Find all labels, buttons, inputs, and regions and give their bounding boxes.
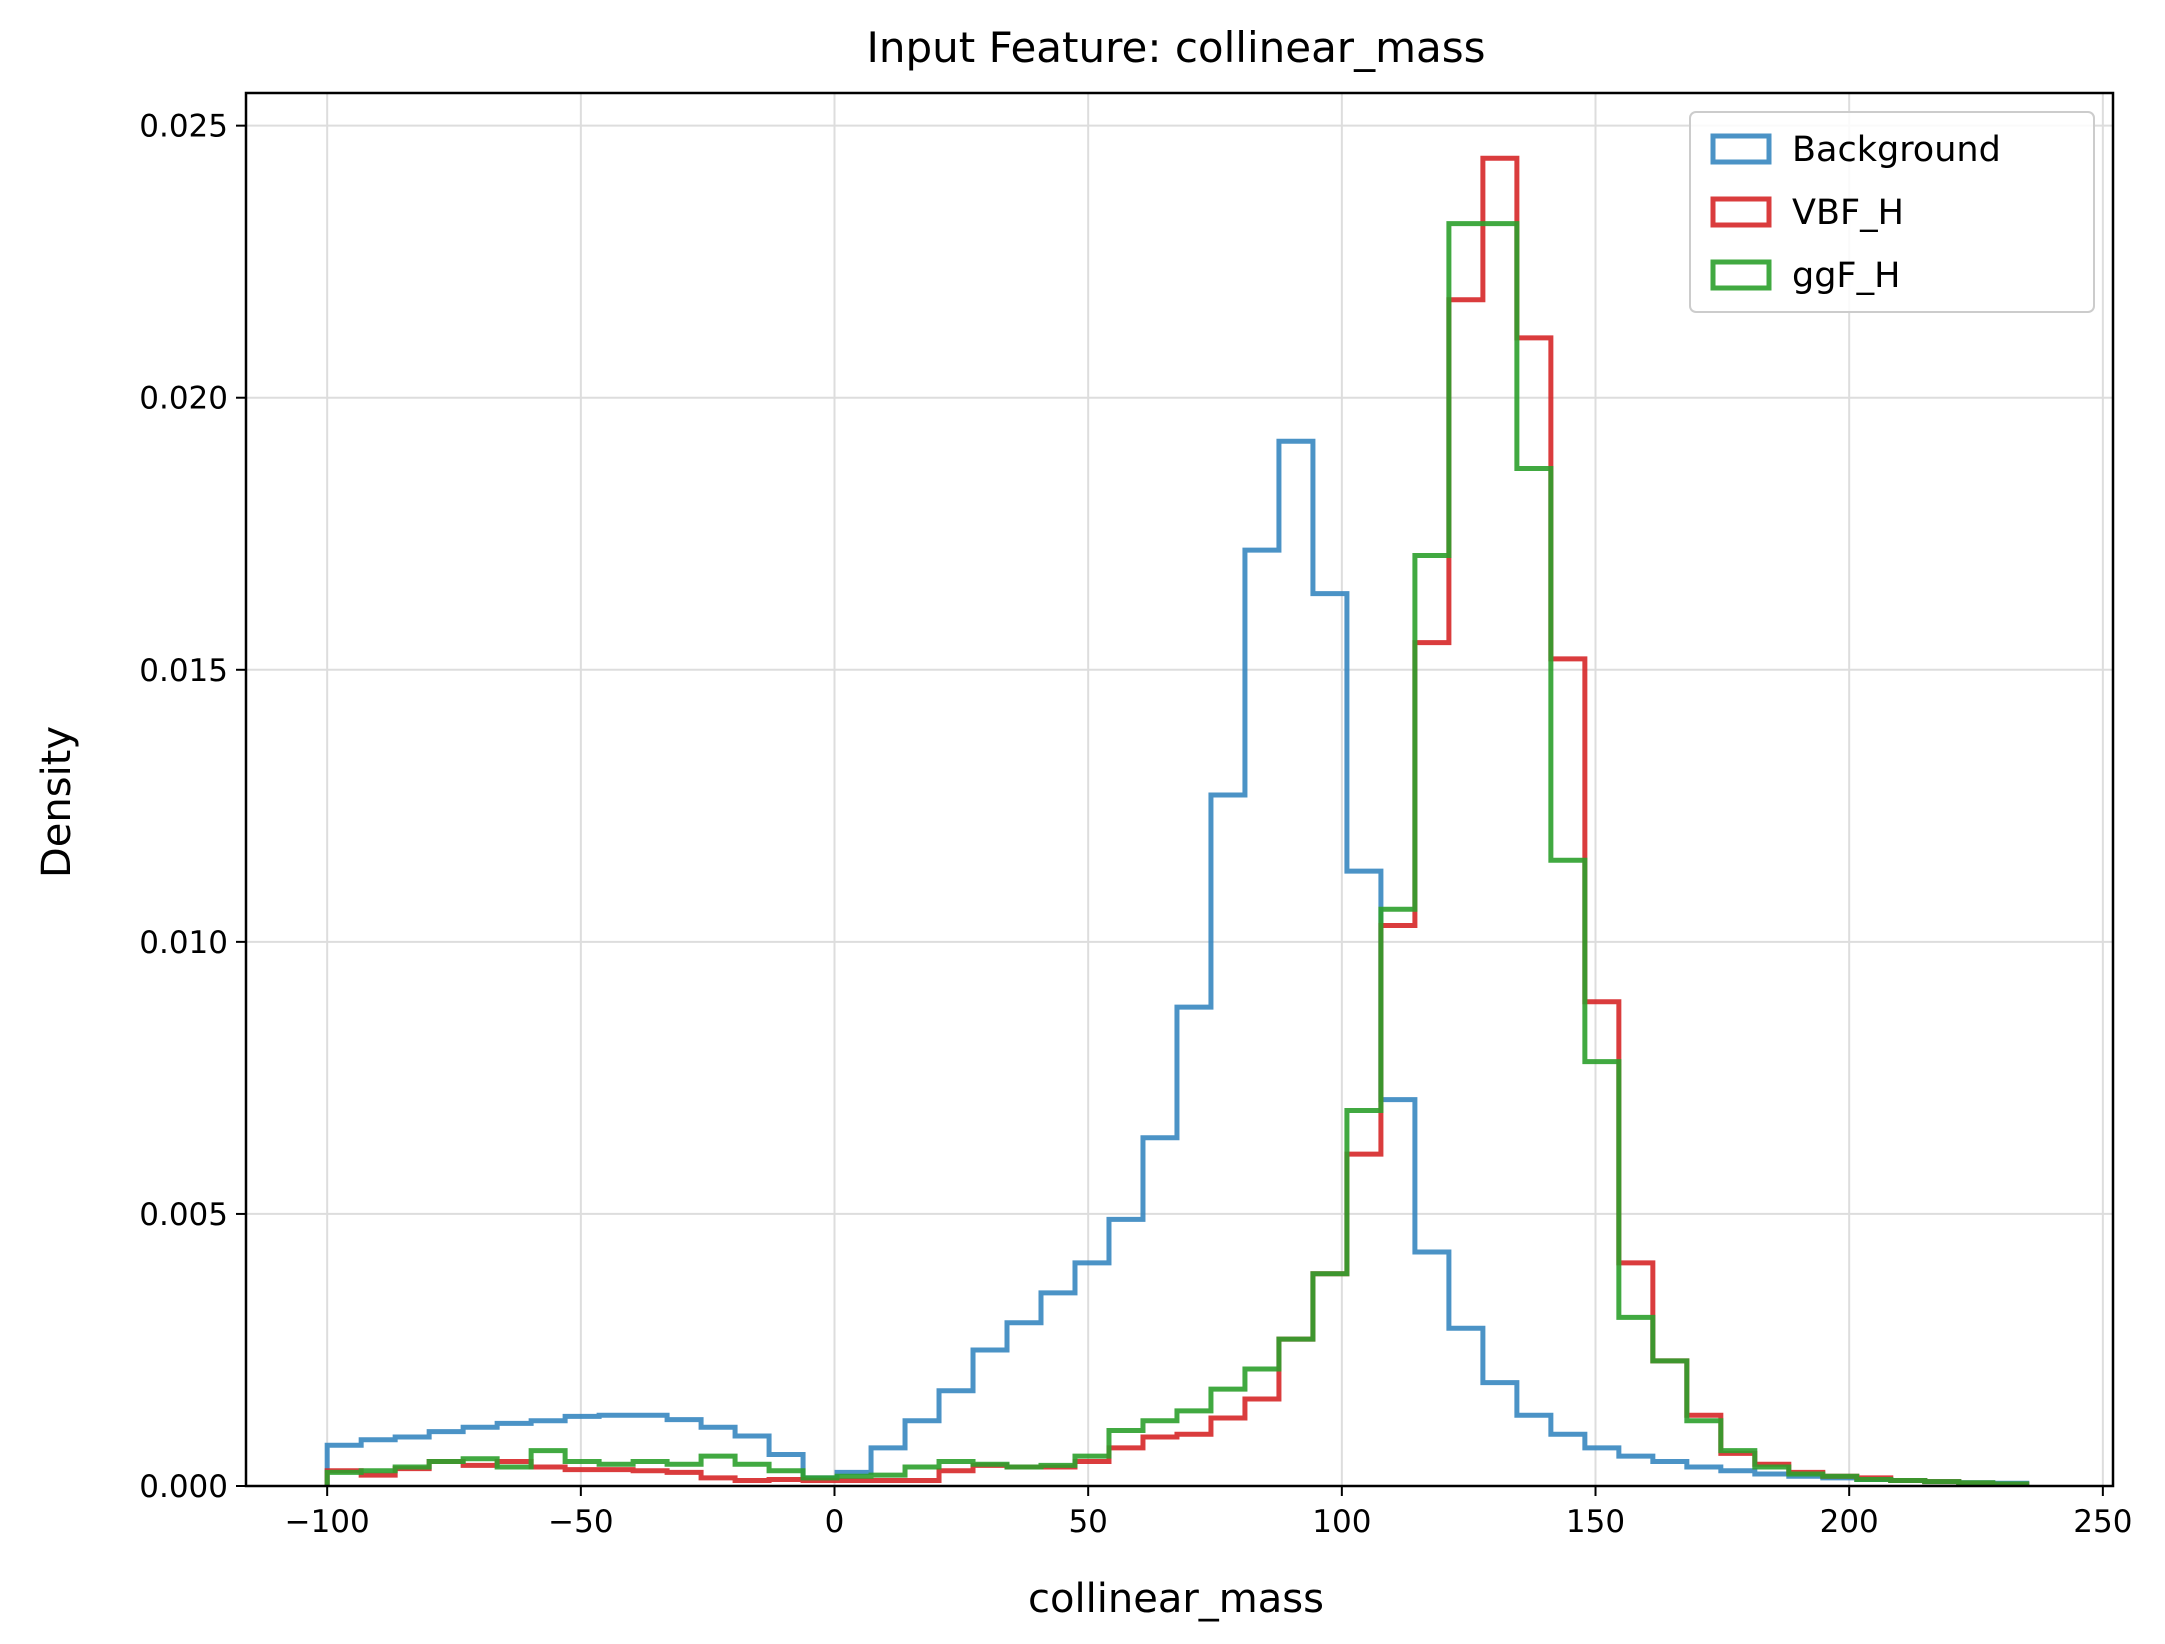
x-tick-label: 0 bbox=[825, 1504, 845, 1540]
x-axis-label: collinear_mass bbox=[1028, 1576, 1324, 1622]
series-ggf-h-step bbox=[324, 221, 2030, 1487]
y-tick-label: 0.000 bbox=[139, 1469, 228, 1505]
legend-swatch bbox=[1710, 259, 1772, 291]
legend-label: VBF_H bbox=[1792, 193, 1904, 233]
x-tick-label: −50 bbox=[548, 1504, 613, 1540]
legend-box bbox=[1689, 111, 2095, 313]
y-axis-label: Density bbox=[34, 726, 80, 878]
x-tick-label: 50 bbox=[1068, 1504, 1107, 1540]
plot-area-frame bbox=[244, 91, 2115, 1488]
x-tick-label: 100 bbox=[1312, 1504, 1371, 1540]
y-tick-label: 0.005 bbox=[139, 1197, 228, 1233]
legend-label: Background bbox=[1792, 130, 2001, 170]
x-tick-label: 150 bbox=[1566, 1504, 1625, 1540]
x-tick-label: 200 bbox=[1820, 1504, 1879, 1540]
legend: Background VBF_H ggF_H bbox=[1689, 111, 2095, 313]
chart-title: Input Feature: collinear_mass bbox=[867, 23, 1486, 72]
legend-label: ggF_H bbox=[1792, 256, 1900, 296]
y-tick-label: 0.025 bbox=[139, 109, 228, 145]
x-tick-label: −100 bbox=[285, 1504, 370, 1540]
x-tick-label: 250 bbox=[2073, 1504, 2132, 1540]
series-background-step bbox=[324, 438, 2030, 1486]
y-tick-label: 0.020 bbox=[139, 381, 228, 417]
legend-swatch bbox=[1710, 196, 1772, 228]
axis-ticks: −100 −50 0 50 100 150 200 250 0.000 0.005 0.010 0.0… bbox=[139, 109, 2132, 1540]
y-tick-label: 0.010 bbox=[139, 925, 228, 961]
y-tick-label: 0.015 bbox=[139, 653, 228, 689]
legend-swatch bbox=[1710, 133, 1772, 165]
histogram-series bbox=[324, 155, 2030, 1487]
